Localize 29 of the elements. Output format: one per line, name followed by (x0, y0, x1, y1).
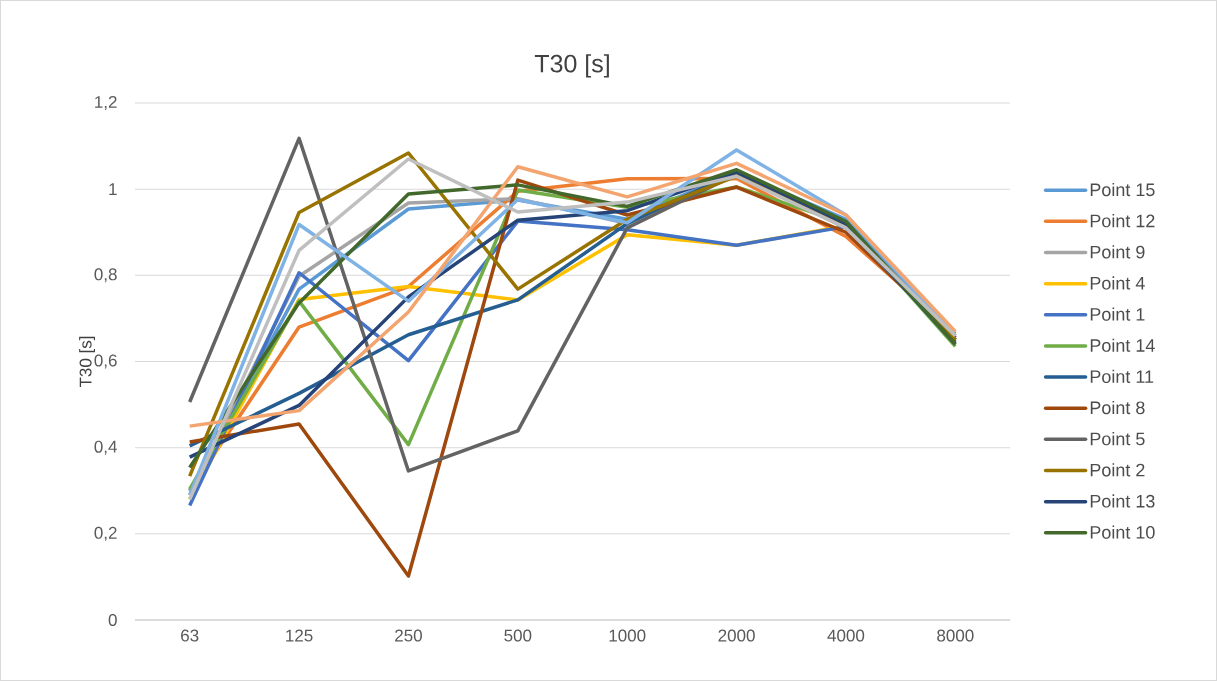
legend-label: Point 15 (1090, 182, 1155, 197)
legend-label: Point 5 (1090, 432, 1145, 446)
x-tick-label: 8000 (937, 629, 974, 642)
legend-label: Point 14 (1090, 338, 1155, 352)
legend-label: Point 10 (1090, 525, 1155, 539)
y-tick-label: 0,8 (94, 268, 117, 283)
legend-label: Point 11 (1090, 369, 1154, 384)
x-tick-label: 250 (395, 629, 422, 642)
legend-label: Point 1 (1090, 307, 1145, 321)
x-tick-label: 4000 (827, 629, 865, 642)
y-tick-label: 0,2 (94, 526, 117, 541)
legend-label: Point 12 (1090, 214, 1155, 228)
x-tick-label: 1000 (609, 629, 646, 642)
chart-title: T30 [s] (534, 54, 609, 78)
y-axis-title: T30 [s] (79, 336, 95, 388)
y-tick-label: 0,6 (94, 354, 117, 369)
legend-label: Point 8 (1090, 400, 1145, 415)
x-tick-label: 63 (181, 629, 199, 642)
x-tick-label: 2000 (718, 629, 755, 642)
legend-label: Point 4 (1090, 276, 1145, 290)
legend-label: Point 9 (1090, 245, 1145, 259)
y-tick-label: 0,4 (94, 440, 117, 455)
legend-label: Point 2 (1090, 463, 1145, 477)
y-tick-label: 1,2 (95, 95, 117, 111)
x-tick-label: 125 (286, 629, 313, 642)
x-tick-label: 500 (504, 629, 532, 642)
y-tick-label: 1 (109, 183, 117, 196)
legend-label: Point 13 (1090, 494, 1155, 508)
y-tick-label: 0 (108, 613, 117, 627)
